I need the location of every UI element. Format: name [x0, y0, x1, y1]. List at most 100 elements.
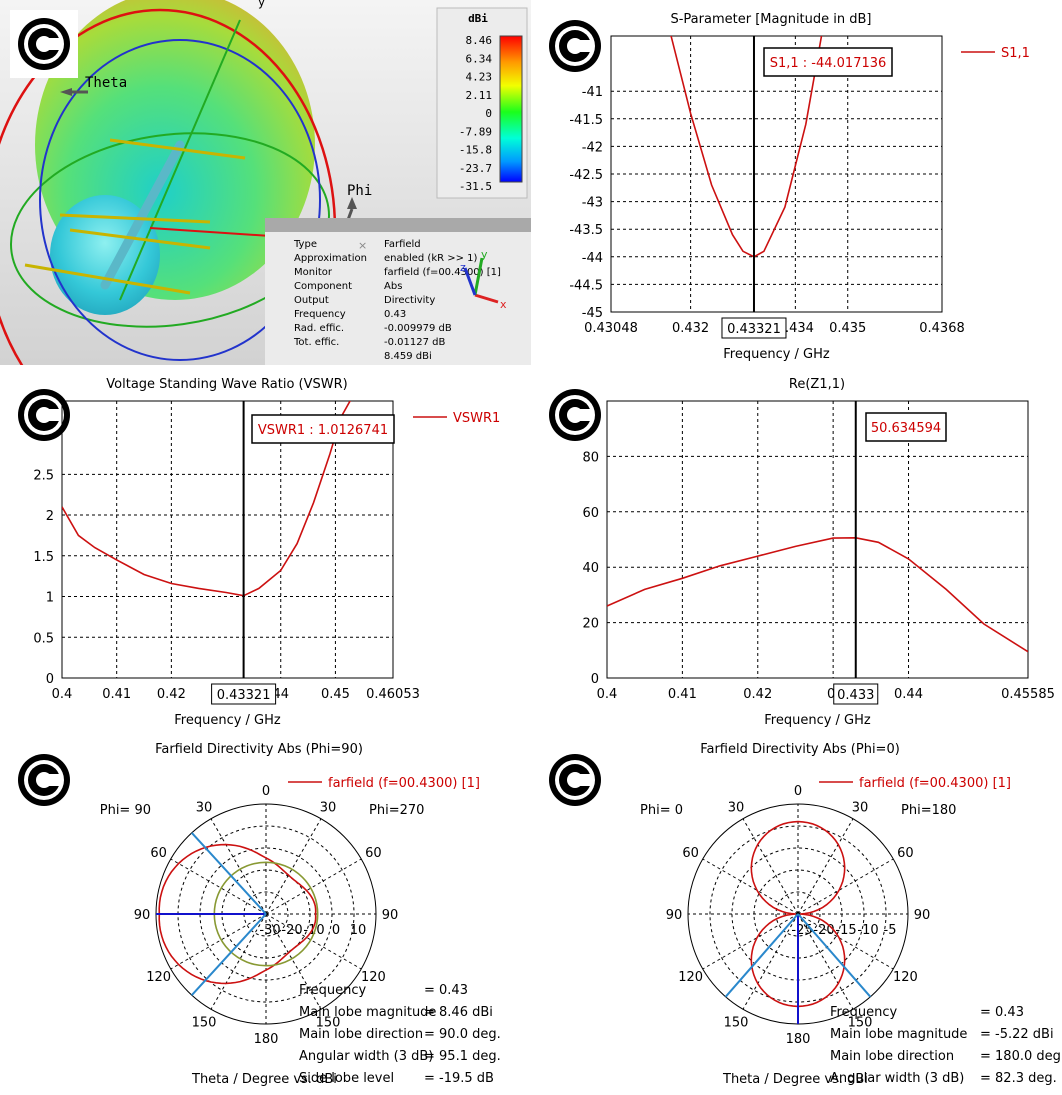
series-line: [670, 36, 823, 258]
marker-label: 50.634594: [871, 421, 941, 436]
angle-tick-label: 30: [196, 801, 213, 816]
info-value: -0.01127 dB: [384, 337, 445, 348]
polar0-chart[interactable]: Farfield Directivity Abs (Phi=0) farfield…: [531, 730, 1062, 1095]
angle-tick-label: 30: [728, 801, 745, 816]
y-tick-label: 60: [582, 506, 599, 521]
rez-chart[interactable]: Re(Z1,1)0.40.410.420.0.4330.440.45585020…: [531, 365, 1062, 730]
angle-tick-label: 90: [666, 908, 683, 923]
logo: [18, 754, 70, 806]
angle-tick-label: 60: [897, 846, 914, 861]
radial-tick-label: 10: [350, 923, 367, 938]
x-tick-label: 0.435: [829, 321, 866, 336]
element-3: [69, 228, 211, 250]
x-axis-title: Theta / Degree vs. dBi: [191, 1072, 337, 1087]
cursor-x-label: 0.433: [837, 688, 874, 703]
element-1: [109, 138, 246, 160]
s11-chart[interactable]: S-Parameter [Magnitude in dB] 0.43048 0.43…: [531, 0, 1062, 365]
info-value: enabled (kR >> 1): [384, 253, 478, 264]
phi-label: Phi: [347, 183, 372, 199]
colorbar-tick: 4.23: [466, 71, 493, 84]
radial-tick-label: -5: [884, 923, 897, 938]
angle-spoke: [797, 913, 854, 1010]
x-tick-label: 0.46053: [366, 687, 420, 702]
beamwidth-line: [797, 913, 872, 998]
stat-value: = 90.0 deg.: [424, 1027, 501, 1042]
logo-notch: [577, 774, 591, 786]
y-tick-label: 80: [582, 450, 599, 465]
rez-panel: Re(Z1,1)0.40.410.420.0.4330.440.45585020…: [531, 365, 1062, 730]
marker-label: S1,1 : -44.017136: [770, 56, 887, 71]
colorbar-tick: 0: [485, 107, 492, 120]
x-axis-title: Frequency / GHz: [723, 347, 830, 362]
vswr-chart[interactable]: Voltage Standing Wave Ratio (VSWR) 0.4 0.4…: [0, 365, 531, 730]
y-axis-label: y: [258, 0, 265, 9]
cursor-x-box: [211, 683, 277, 705]
logo-notch: [577, 409, 591, 421]
logo-notch: [577, 40, 591, 52]
angle-spoke: [170, 858, 267, 915]
series-line: [607, 536, 1028, 653]
info-value: Farfield: [384, 239, 421, 250]
angle-spoke: [742, 913, 799, 1010]
radial-ring: [775, 891, 821, 937]
x-tick-label: 0.4: [597, 687, 618, 702]
stat-key: Main lobe magnitude: [830, 1027, 967, 1042]
marker-label-box: [251, 414, 395, 444]
angle-spoke: [742, 818, 799, 915]
stat-key: Main lobe direction: [299, 1027, 423, 1042]
colorbar-gradient: [499, 35, 523, 183]
angle-spoke: [797, 818, 854, 915]
close-icon[interactable]: ×: [358, 239, 367, 252]
angle-tick-label: 90: [914, 908, 931, 923]
plot-frame: [606, 400, 1029, 679]
cursor-x-box: [833, 683, 879, 705]
x-tick-label: 0.4368: [919, 321, 965, 336]
y-tick-label: 40: [582, 561, 599, 576]
angle-spoke: [797, 858, 894, 915]
y-tick-label: -42: [582, 140, 603, 155]
stat-value: = 0.43: [424, 983, 468, 998]
theta-label: Theta: [85, 75, 127, 91]
stat-key: Main lobe magnitude: [299, 1005, 436, 1020]
info-value: Directivity: [384, 295, 435, 306]
legend-label: farfield (f=00.4300) [1]: [859, 776, 1011, 791]
angle-spoke: [210, 818, 267, 915]
angle-spoke: [265, 913, 322, 1010]
polar0-panel: Farfield Directivity Abs (Phi=0) farfield…: [531, 730, 1062, 1095]
y-tick-label: 0.5: [33, 631, 54, 646]
chart-title: S-Parameter [Magnitude in dB]: [670, 12, 871, 27]
stat-key: Angular width (3 dB): [299, 1049, 433, 1064]
stat-value: = 95.1 deg.: [424, 1049, 501, 1064]
polar90-panel: Farfield Directivity Abs (Phi=90) farfiel…: [0, 730, 531, 1095]
colorbar-tick: -7.89: [459, 125, 492, 138]
legend-label: farfield (f=00.4300) [1]: [328, 776, 480, 791]
angle-tick-label: 150: [316, 1015, 341, 1030]
angle-spoke: [170, 913, 267, 970]
angle-spoke: [265, 913, 362, 970]
logo: [10, 10, 78, 78]
info-key: Tot. effic.: [293, 337, 339, 348]
svg-text:x: x: [500, 298, 507, 311]
legend-label: VSWR1: [453, 411, 500, 426]
info-value: -0.009979 dB: [384, 323, 452, 334]
chart-title: Farfield Directivity Abs (Phi=90): [155, 742, 363, 757]
stat-key: Frequency: [830, 1005, 897, 1020]
farfield-3d-view[interactable]: Theta Phi y dBi 8.46 6.34 4.23 2.11 0 -7.89 -1…: [0, 0, 531, 365]
x-tick-label: 0.45: [321, 687, 350, 702]
polar90-chart[interactable]: Farfield Directivity Abs (Phi=90) farfiel…: [0, 730, 531, 1095]
stat-value: = 180.0 deg.: [980, 1049, 1062, 1064]
y-tick-label: 0: [591, 672, 599, 687]
mini-axes: x y z: [460, 248, 507, 311]
y-tick-label: -41.5: [569, 113, 603, 128]
farfield-3d-panel: Theta Phi y dBi 8.46 6.34 4.23 2.11 0 -7.89 -1…: [0, 0, 531, 365]
y-tick-label: 0: [46, 672, 54, 687]
cursor-x-label: 0.43321: [217, 688, 271, 703]
s11-panel: S-Parameter [Magnitude in dB] 0.43048 0.43…: [531, 0, 1062, 365]
stat-value: = -19.5 dB: [424, 1071, 494, 1086]
phi-left-label: Phi= 90: [100, 803, 151, 818]
legend-label: S1,1: [1001, 46, 1030, 61]
radial-tick-label: 0: [332, 923, 340, 938]
element-2: [59, 213, 211, 224]
radial-tick-label: -25: [791, 923, 812, 938]
logo: [549, 389, 601, 441]
